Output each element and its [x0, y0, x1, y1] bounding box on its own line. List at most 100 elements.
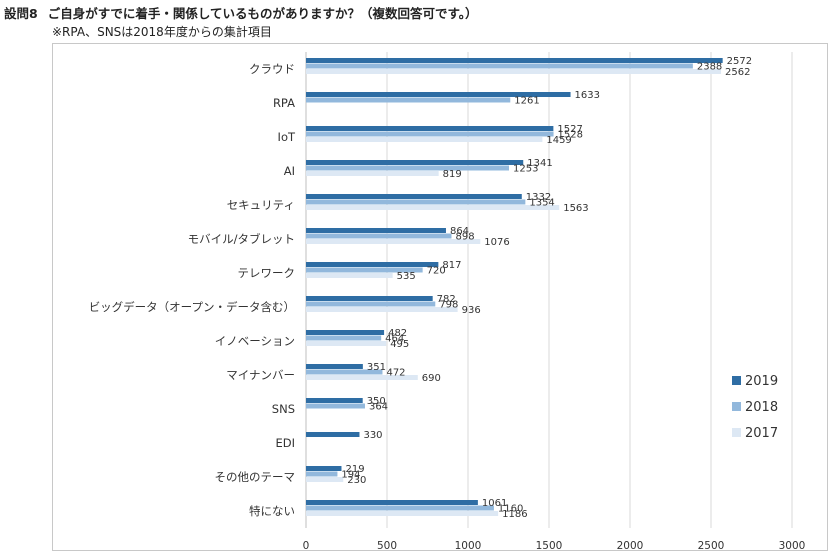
legend-swatch-2017	[732, 428, 741, 437]
legend-label-2017: 2017	[745, 426, 778, 441]
value-label-2019: 864	[450, 226, 469, 237]
bar-2018	[306, 97, 511, 103]
legend-swatch-2018	[732, 402, 741, 411]
bar-2017	[306, 307, 458, 312]
bar-2017	[306, 137, 543, 142]
category-label: セキュリティ	[227, 198, 295, 212]
value-label-2018: 1261	[514, 96, 539, 107]
bar-2019	[306, 296, 433, 301]
bar-2018	[306, 301, 436, 307]
value-label-2018: 2388	[697, 62, 722, 73]
bar-2018	[306, 165, 509, 171]
value-label-2017: 1563	[563, 203, 588, 214]
bar-2017	[306, 477, 344, 482]
x-tick-label: 2500	[698, 540, 725, 552]
x-tick-label: 1000	[455, 540, 482, 552]
value-label-2017: 535	[397, 271, 416, 282]
x-tick-label: 1500	[536, 540, 563, 552]
bar-2019	[306, 466, 342, 471]
category-label: RPA	[273, 96, 295, 110]
value-label-2018: 1253	[513, 164, 538, 175]
grid-lines	[305, 52, 793, 528]
value-label-2018: 1160	[498, 504, 523, 515]
chart-title: 設問8 ご自身がすでに着手・関係しているものがありますか？（複数回答可です。）	[4, 3, 477, 22]
legend: 2019 2018 2017	[732, 374, 778, 441]
value-label-2017: 1459	[546, 135, 571, 146]
bar-2019	[306, 262, 439, 267]
category-label: クラウド	[249, 62, 295, 76]
legend-label-2018: 2018	[745, 400, 778, 415]
value-label-2018: 364	[369, 402, 388, 413]
bar-2018	[306, 233, 452, 239]
value-label-2017: 936	[462, 305, 481, 316]
value-label-2017: 819	[443, 169, 462, 180]
category-label: イノベーション	[215, 334, 295, 348]
value-label-2018: 898	[455, 232, 474, 243]
category-label: モバイル/タブレット	[188, 232, 295, 246]
category-labels: クラウド RPA IoT AI セキュリティモバイル/タブレットテレワークビッグデータ（…	[89, 62, 296, 518]
bar-2018	[306, 471, 338, 477]
value-label-2017: 2562	[725, 67, 750, 78]
bar-2017	[306, 273, 393, 278]
bar-2017	[306, 375, 418, 380]
bar-2019	[306, 126, 554, 131]
category-label: マイナンバー	[226, 368, 295, 382]
value-label-2018: 720	[427, 266, 446, 277]
category-label: IoT	[278, 130, 296, 144]
value-label-2019: 1332	[526, 192, 551, 203]
bar-2019	[306, 364, 363, 369]
value-label-2019: 1341	[527, 158, 552, 169]
bar-2018	[306, 369, 383, 375]
bar-2019	[306, 330, 385, 335]
bar-2018	[306, 505, 494, 511]
bar-2018	[306, 335, 382, 341]
bar-2019	[306, 228, 446, 233]
value-label-2018: 194	[341, 470, 360, 481]
value-label-2019: 1527	[557, 124, 582, 135]
value-label-2017: 230	[347, 475, 366, 486]
chart-note: ※RPA、SNSは2018年度からの集計項目	[52, 25, 272, 39]
question-number: 設問8	[4, 6, 38, 21]
bar-2018	[306, 131, 554, 137]
value-label-2017: 1186	[502, 509, 527, 520]
value-label-2019: 2572	[727, 56, 752, 67]
bar-2017	[306, 511, 499, 516]
category-label: 特にない	[249, 504, 295, 518]
value-label-2019: 219	[345, 464, 364, 475]
bar-2019	[306, 398, 363, 403]
bar-2017	[306, 171, 439, 176]
value-label-2017: 1076	[484, 237, 509, 248]
value-label-2019: 330	[363, 430, 382, 441]
legend-swatch-2019	[732, 376, 741, 385]
value-label-2017: 495	[390, 339, 409, 350]
category-label: AI	[284, 164, 295, 178]
bar-2019	[306, 160, 524, 165]
value-label-2018: 464	[385, 334, 404, 345]
bar-2017	[306, 69, 722, 74]
value-label-2017: 690	[422, 373, 441, 384]
value-label-2018: 798	[439, 300, 458, 311]
category-label: ビッグデータ（オープン・データ含む）	[89, 300, 295, 314]
bars	[306, 58, 723, 516]
category-label: テレワーク	[238, 266, 296, 280]
bar-2017	[306, 341, 387, 346]
bar-2017	[306, 205, 560, 210]
category-label: SNS	[272, 402, 295, 416]
bar-2018	[306, 267, 423, 273]
bar-2019	[306, 58, 723, 63]
value-label-2019: 482	[388, 328, 407, 339]
bar-2018	[306, 63, 693, 69]
x-tick-label: 0	[303, 540, 310, 552]
bar-2019	[306, 500, 478, 505]
question-text: ご自身がすでに着手・関係しているものがありますか？（複数回答可です。）	[47, 6, 478, 21]
value-label-2018: 472	[386, 368, 405, 379]
x-axis-ticks: 0 500 1000 1500 2000 2500 3000	[303, 540, 806, 552]
bar-2019	[306, 194, 522, 199]
x-tick-label: 500	[377, 540, 397, 552]
bar-2018	[306, 403, 365, 409]
x-tick-label: 3000	[779, 540, 806, 552]
bar-2019	[306, 92, 571, 97]
category-label: その他のテーマ	[215, 470, 296, 484]
